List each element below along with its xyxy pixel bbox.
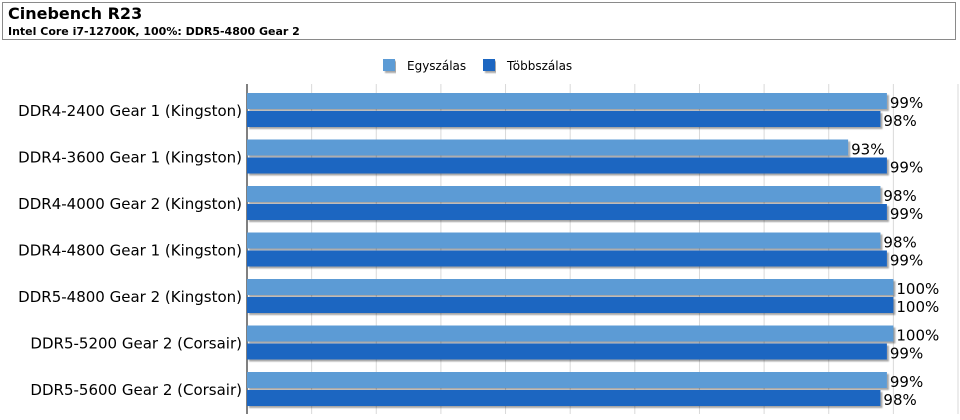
chart-subtitle: Intel Core i7-12700K, 100%: DDR5-4800 Ge… — [8, 25, 300, 38]
legend-swatch — [483, 59, 495, 71]
bar — [247, 279, 894, 295]
value-label: 99% — [890, 205, 923, 223]
bar — [247, 250, 887, 267]
bar — [247, 139, 849, 156]
bar — [247, 93, 887, 109]
legend-label: Többszálas — [506, 59, 572, 73]
bar — [247, 325, 894, 342]
value-label: 98% — [883, 112, 916, 130]
value-label: 98% — [883, 187, 916, 205]
legend-label: Egyszálas — [407, 59, 466, 73]
bar — [247, 297, 894, 313]
legend-swatch — [383, 59, 395, 71]
bar — [247, 186, 881, 202]
chart-title: Cinebench R23 — [8, 4, 143, 23]
bar — [247, 204, 887, 220]
value-label: 100% — [896, 327, 939, 345]
category-label: DDR4-4800 Gear 1 (Kingston) — [18, 242, 242, 260]
value-label: 98% — [883, 234, 916, 252]
category-label: DDR5-5600 Gear 2 (Corsair) — [30, 381, 242, 399]
category-label: DDR5-4800 Gear 2 (Kingston) — [18, 288, 242, 306]
value-label: 98% — [883, 391, 916, 409]
value-label: 100% — [896, 298, 939, 316]
bar — [247, 232, 881, 249]
value-label: 99% — [890, 345, 923, 363]
bar — [247, 343, 887, 360]
chart-header: Cinebench R23 Intel Core i7-12700K, 100%… — [2, 2, 956, 40]
category-label: DDR4-3600 Gear 1 (Kingston) — [18, 149, 242, 167]
category-label: DDR4-2400 Gear 1 (Kingston) — [18, 102, 242, 120]
bar — [247, 390, 881, 406]
bar — [247, 157, 887, 174]
value-label: 99% — [890, 159, 923, 177]
value-label: 99% — [890, 94, 923, 112]
bar — [247, 372, 887, 388]
category-label: DDR4-4000 Gear 2 (Kingston) — [18, 195, 242, 213]
value-label: 99% — [890, 252, 923, 270]
value-label: 100% — [896, 280, 939, 298]
category-label: DDR5-5200 Gear 2 (Corsair) — [30, 335, 242, 353]
value-label: 93% — [851, 141, 884, 159]
bar — [247, 111, 881, 127]
value-label: 99% — [890, 373, 923, 391]
